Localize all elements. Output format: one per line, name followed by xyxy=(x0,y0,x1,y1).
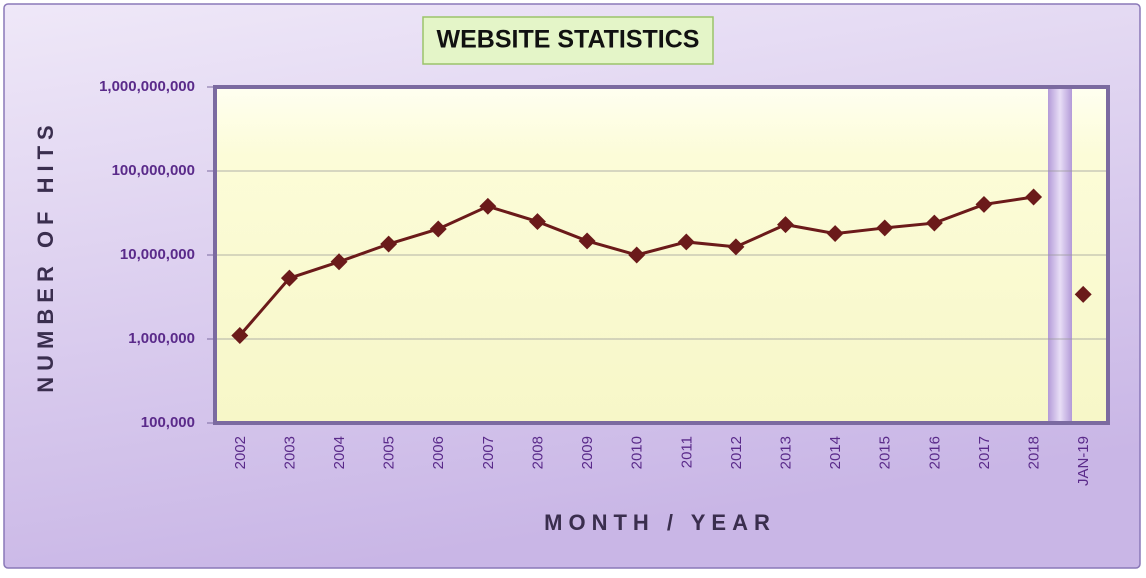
y-tick-label: 10,000,000 xyxy=(120,246,195,263)
x-tick-label: 2015 xyxy=(877,436,894,469)
chart-title: WEBSITE STATISTICS xyxy=(437,26,700,54)
x-tick-label: 2003 xyxy=(281,436,298,469)
marker xyxy=(677,233,695,251)
marker xyxy=(826,225,844,243)
marker xyxy=(578,232,596,250)
x-tick-label: 2017 xyxy=(976,436,993,469)
y-tick-label: 1,000,000,000 xyxy=(99,78,195,95)
x-tick-label: 2007 xyxy=(480,436,497,469)
x-tick-label: 2012 xyxy=(728,436,745,469)
marker xyxy=(727,238,745,256)
marker xyxy=(876,219,894,237)
marker xyxy=(280,269,298,287)
marker xyxy=(429,220,447,238)
y-tick-label: 1,000,000 xyxy=(128,330,195,347)
x-tick-label: 2004 xyxy=(331,436,348,469)
x-tick-label: 2016 xyxy=(926,436,943,469)
marker xyxy=(380,235,398,253)
x-tick-label: 2008 xyxy=(529,436,546,469)
x-tick-label: 2009 xyxy=(579,436,596,469)
y-tick-label: 100,000 xyxy=(141,414,195,431)
marker xyxy=(777,216,795,234)
marker xyxy=(975,195,993,213)
x-tick-label: 2014 xyxy=(827,436,844,469)
x-tick-label: 2010 xyxy=(629,436,646,469)
y-axis-title: NUMBER OF HITS xyxy=(33,119,58,392)
marker xyxy=(925,214,943,232)
x-tick-label: 2011 xyxy=(678,436,695,468)
marker xyxy=(528,213,546,231)
title-box xyxy=(422,16,714,65)
marker xyxy=(628,246,646,264)
marker xyxy=(479,197,497,215)
x-tick-label: 2013 xyxy=(777,436,794,469)
marker xyxy=(231,327,249,345)
x-tick-label: 2002 xyxy=(232,436,249,469)
x-tick-label: 2018 xyxy=(1026,436,1043,469)
x-tick-label: 2005 xyxy=(381,436,398,469)
y-tick-label: 100,000,000 xyxy=(112,162,195,179)
x-axis-title: MONTH / YEAR xyxy=(544,510,776,535)
marker xyxy=(330,253,348,271)
x-tick-label: 2006 xyxy=(430,436,447,469)
x-tick-label: JAN-19 xyxy=(1075,436,1092,486)
